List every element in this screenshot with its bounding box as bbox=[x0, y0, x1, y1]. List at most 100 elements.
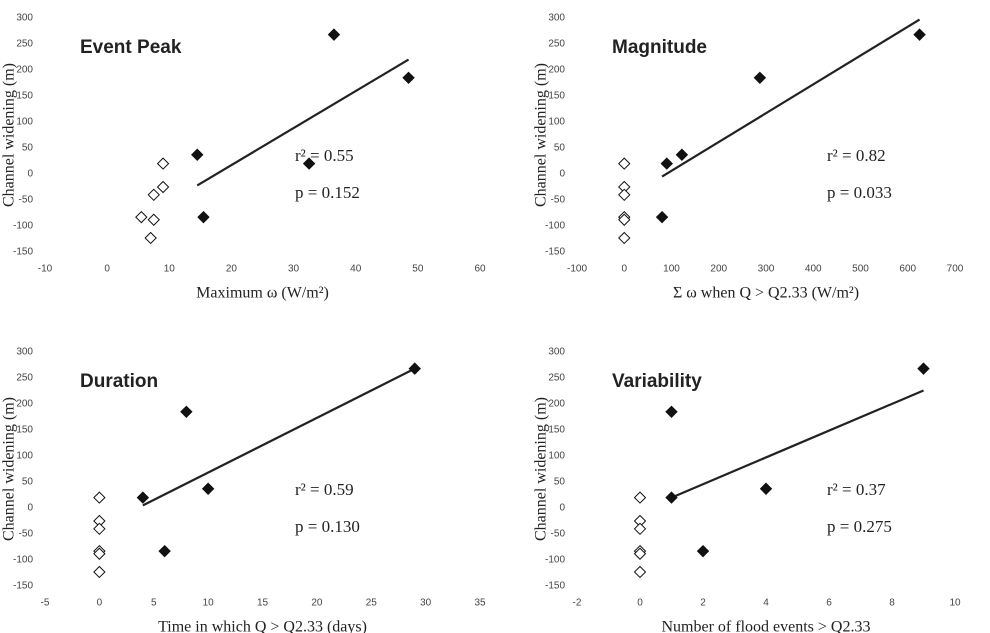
x-tick-label: 2 bbox=[700, 598, 706, 609]
x-tick-label: 30 bbox=[420, 598, 432, 609]
x-tick-label: 600 bbox=[899, 264, 916, 275]
x-axis-label: Time in which Q > Q2.33 (days) bbox=[158, 619, 367, 633]
y-tick-label: -50 bbox=[19, 195, 34, 206]
point bbox=[191, 148, 204, 161]
y-tick-label: 200 bbox=[16, 399, 33, 410]
point bbox=[759, 482, 773, 495]
annotation: p = 0.152 bbox=[295, 183, 360, 202]
point bbox=[201, 482, 215, 495]
y-tick-label: -150 bbox=[545, 581, 565, 592]
y-tick-label: 250 bbox=[548, 373, 565, 384]
annotation: p = 0.130 bbox=[295, 517, 360, 536]
panel: -150 -100 -50 0 50 100 150 200 250 300 -2 0 2 4 6 8 10 Nu… bbox=[533, 347, 961, 633]
x-tick-label: 700 bbox=[947, 264, 964, 275]
y-tick-label: 250 bbox=[548, 39, 565, 50]
y-tick-label: 50 bbox=[22, 143, 34, 154]
point bbox=[158, 544, 171, 558]
y-tick-label: 150 bbox=[548, 425, 565, 436]
annotation: p = 0.033 bbox=[827, 183, 892, 202]
point bbox=[633, 522, 647, 536]
y-tick-label: -100 bbox=[13, 555, 33, 566]
y-axis-label: Channel widening (m) bbox=[1, 397, 18, 541]
x-tick-label: 20 bbox=[311, 598, 323, 609]
x-tick-label: 400 bbox=[805, 264, 822, 275]
point bbox=[696, 544, 710, 558]
trend-line bbox=[671, 389, 924, 499]
y-tick-label: 100 bbox=[16, 451, 33, 462]
y-tick-label: 250 bbox=[16, 373, 33, 384]
point bbox=[633, 491, 647, 504]
y-tick-label: 300 bbox=[548, 13, 565, 24]
point bbox=[327, 28, 341, 41]
y-tick-label: 200 bbox=[548, 399, 565, 410]
x-axis-label: Number of flood events > Q2.33 bbox=[662, 619, 871, 633]
panel-title: Duration bbox=[80, 371, 158, 392]
x-axis-label: Maximum ω (W/m²) bbox=[196, 285, 329, 302]
y-tick-label: 0 bbox=[27, 503, 33, 514]
x-tick-label: -100 bbox=[567, 264, 587, 275]
x-tick-label: 0 bbox=[637, 598, 643, 609]
x-tick-label: 0 bbox=[621, 264, 627, 275]
x-tick-label: 50 bbox=[412, 264, 424, 275]
x-tick-label: 10 bbox=[203, 598, 215, 609]
y-tick-label: 300 bbox=[16, 347, 33, 358]
point bbox=[180, 405, 193, 419]
point bbox=[135, 210, 148, 224]
x-tick-label: 200 bbox=[710, 264, 727, 275]
y-axis-label: Channel widening (m) bbox=[533, 63, 550, 207]
panel-title: Magnitude bbox=[612, 37, 707, 58]
y-axis-label: Channel widening (m) bbox=[1, 63, 18, 207]
x-tick-label: -5 bbox=[41, 598, 50, 609]
y-tick-label: -150 bbox=[545, 247, 565, 258]
point bbox=[302, 157, 316, 170]
point bbox=[136, 491, 150, 504]
y-tick-label: 200 bbox=[16, 65, 33, 76]
point bbox=[633, 565, 647, 579]
x-tick-label: 0 bbox=[97, 598, 103, 609]
x-axis-label: Σ ω when Q > Q2.33 (W/m²) bbox=[673, 285, 859, 302]
annotation: r² = 0.59 bbox=[295, 480, 354, 499]
y-tick-label: 150 bbox=[16, 91, 33, 102]
point bbox=[93, 522, 106, 536]
point bbox=[618, 188, 631, 202]
point bbox=[147, 188, 160, 202]
point bbox=[408, 362, 421, 375]
y-tick-label: 0 bbox=[559, 169, 565, 180]
point bbox=[147, 213, 160, 226]
x-tick-label: 10 bbox=[949, 598, 961, 609]
annotation: p = 0.275 bbox=[827, 517, 892, 536]
point bbox=[665, 491, 678, 504]
annotation: r² = 0.82 bbox=[827, 146, 886, 165]
point bbox=[93, 491, 106, 504]
point bbox=[197, 210, 210, 224]
panel-title: Variability bbox=[612, 371, 702, 392]
point bbox=[144, 231, 157, 245]
y-tick-label: 0 bbox=[27, 169, 33, 180]
y-tick-label: 50 bbox=[22, 477, 34, 488]
y-tick-label: -50 bbox=[551, 195, 566, 206]
x-tick-label: 30 bbox=[288, 264, 300, 275]
x-tick-label: 0 bbox=[104, 264, 110, 275]
point bbox=[156, 180, 170, 194]
point bbox=[618, 231, 631, 245]
x-tick-label: 300 bbox=[758, 264, 775, 275]
y-tick-label: 150 bbox=[16, 425, 33, 436]
y-tick-label: 100 bbox=[548, 117, 565, 128]
y-tick-label: -100 bbox=[545, 555, 565, 566]
x-tick-label: 500 bbox=[852, 264, 869, 275]
y-tick-label: -50 bbox=[551, 529, 566, 540]
point bbox=[917, 362, 930, 375]
x-tick-label: -2 bbox=[573, 598, 582, 609]
trend-line bbox=[196, 58, 410, 187]
x-tick-label: 60 bbox=[474, 264, 486, 275]
x-tick-label: 40 bbox=[350, 264, 362, 275]
y-tick-label: -100 bbox=[545, 221, 565, 232]
y-tick-label: 50 bbox=[554, 477, 566, 488]
point bbox=[665, 405, 678, 419]
x-tick-label: 4 bbox=[763, 598, 769, 609]
x-tick-label: 8 bbox=[889, 598, 895, 609]
y-tick-label: -150 bbox=[13, 247, 33, 258]
point bbox=[156, 157, 170, 170]
